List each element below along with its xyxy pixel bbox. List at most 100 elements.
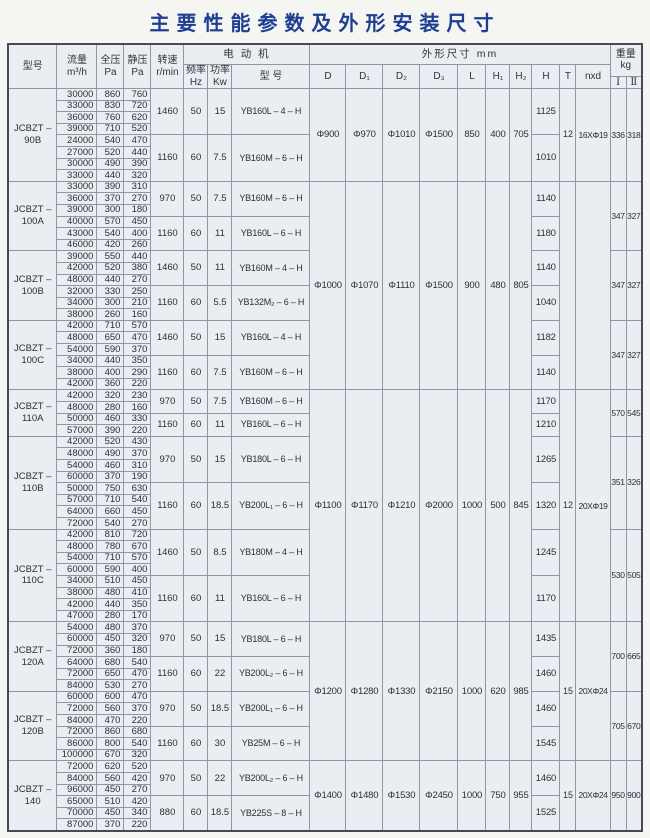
col-header-D: D	[309, 64, 347, 89]
static-pressure-cell: 470	[123, 134, 152, 147]
flow-cell: 48000	[56, 331, 98, 345]
flow-cell: 39000	[56, 122, 98, 136]
speed-cell: 1460	[150, 528, 185, 576]
col-header-speed: 转速 r/min	[150, 43, 185, 89]
total-pressure-cell: 710	[96, 551, 125, 565]
static-pressure-cell: 270	[123, 192, 152, 205]
height-h-cell: 1140	[531, 180, 561, 217]
weight-ii-cell: 545	[625, 389, 643, 437]
static-pressure-cell: 330	[123, 412, 152, 426]
weight-i-cell: 530	[609, 528, 627, 623]
total-pressure-cell: 480	[96, 586, 125, 600]
static-pressure-cell: 420	[123, 795, 152, 808]
frequency-cell: 50	[183, 250, 209, 287]
total-pressure-cell: 710	[96, 122, 125, 136]
height-h-cell: 1010	[531, 134, 561, 182]
total-pressure-cell: 780	[96, 540, 125, 553]
flow-cell: 42000	[56, 261, 98, 275]
static-pressure-cell: 670	[123, 540, 152, 553]
static-pressure-cell: 540	[123, 737, 152, 750]
flow-cell: 36000	[56, 111, 98, 124]
flow-cell: 54000	[56, 459, 98, 472]
total-pressure-cell: 510	[96, 795, 125, 808]
weight-ii-cell: 327	[625, 250, 643, 321]
speed-cell: 970	[150, 760, 185, 797]
dim-l-cell: 1000	[457, 621, 487, 762]
static-pressure-cell: 370	[123, 621, 152, 634]
power-cell: 7.5	[207, 180, 233, 217]
flow-cell: 24000	[56, 134, 98, 147]
frequency-cell: 60	[183, 134, 209, 182]
dim-l-cell: 1000	[457, 760, 487, 832]
speed-cell: 1460	[150, 250, 185, 287]
total-pressure-cell: 360	[96, 377, 125, 391]
static-pressure-cell: 520	[123, 760, 152, 774]
motor-model-cell: YB160M – 6 – H	[231, 389, 311, 414]
motor-model-cell: YB180M – 4 – H	[231, 528, 311, 576]
speed-cell: 1160	[150, 134, 185, 182]
total-pressure-cell: 440	[96, 598, 125, 611]
dim-d2-cell: Φ1010	[382, 88, 421, 182]
static-pressure-cell: 270	[123, 516, 152, 530]
total-pressure-cell: 390	[96, 180, 125, 194]
dim-h2-cell: 805	[509, 180, 533, 391]
weight-i-cell: 347	[609, 180, 627, 252]
power-cell: 11	[207, 250, 233, 287]
flow-cell: 42000	[56, 528, 98, 542]
static-pressure-cell: 430	[123, 435, 152, 449]
weight-ii-cell: 326	[625, 435, 643, 530]
col-header-H1: H₁	[485, 64, 511, 89]
speed-cell: 1160	[150, 354, 185, 391]
total-pressure-cell: 450	[96, 632, 125, 646]
flow-cell: 30000	[56, 157, 98, 171]
power-cell: 15	[207, 621, 233, 658]
dim-d-cell: Φ1000	[309, 180, 347, 391]
page-title: 主要性能参数及外形安装尺寸	[149, 13, 501, 35]
total-pressure-cell: 490	[96, 157, 125, 171]
frequency-cell: 50	[183, 87, 209, 136]
col-header-H2: H₂	[509, 64, 533, 89]
frequency-cell: 60	[183, 285, 209, 321]
flow-cell: 30000	[56, 88, 98, 101]
total-pressure-cell: 670	[96, 748, 125, 762]
static-pressure-cell: 470	[123, 667, 152, 681]
power-cell: 7.5	[207, 354, 233, 391]
total-pressure-cell: 590	[96, 343, 125, 356]
weight-i-cell: 950	[609, 760, 627, 832]
static-pressure-cell: 520	[123, 122, 152, 136]
power-cell: 18.5	[207, 690, 233, 727]
group-header-dimensions: 外形尺寸 mm	[309, 43, 611, 65]
flow-cell: 33000	[56, 180, 98, 194]
frequency-cell: 50	[183, 389, 209, 414]
total-pressure-cell: 370	[96, 192, 125, 205]
weight-i-cell: 347	[609, 250, 627, 321]
static-pressure-cell: 470	[123, 331, 152, 345]
motor-model-cell: YB200L₁ – 6 – H	[231, 482, 311, 530]
frequency-cell: 60	[183, 482, 209, 530]
flow-cell: 39000	[56, 203, 98, 217]
flow-cell: 72000	[56, 725, 98, 739]
static-pressure-cell: 190	[123, 470, 152, 484]
total-pressure-cell: 440	[96, 169, 125, 182]
model-cell: JCBZT –110C	[7, 528, 58, 623]
frequency-cell: 60	[183, 574, 209, 623]
dim-d2-cell: Φ1330	[382, 621, 421, 762]
static-pressure-cell: 350	[123, 598, 152, 611]
total-pressure-cell: 830	[96, 99, 125, 113]
static-pressure-cell: 380	[123, 261, 152, 275]
power-cell: 18.5	[207, 795, 233, 832]
static-pressure-cell: 370	[123, 447, 152, 460]
flow-cell: 39000	[56, 250, 98, 263]
table-body: JCBZT –90B 30000 860 760 1460 50 15 YB160L – 4 …	[7, 87, 643, 832]
flow-cell: 70000	[56, 806, 98, 820]
weight-i-cell: 336	[609, 88, 627, 182]
total-pressure-cell: 360	[96, 644, 125, 658]
total-pressure-cell: 280	[96, 401, 125, 414]
static-pressure-cell: 270	[123, 783, 152, 797]
total-pressure-cell: 550	[96, 250, 125, 263]
motor-model-cell: YB160M – 6 – H	[231, 354, 311, 391]
static-pressure-cell: 720	[123, 528, 152, 542]
weight-ii-cell: 505	[625, 528, 643, 623]
total-pressure-cell: 560	[96, 772, 125, 785]
speed-cell: 1160	[150, 574, 185, 623]
